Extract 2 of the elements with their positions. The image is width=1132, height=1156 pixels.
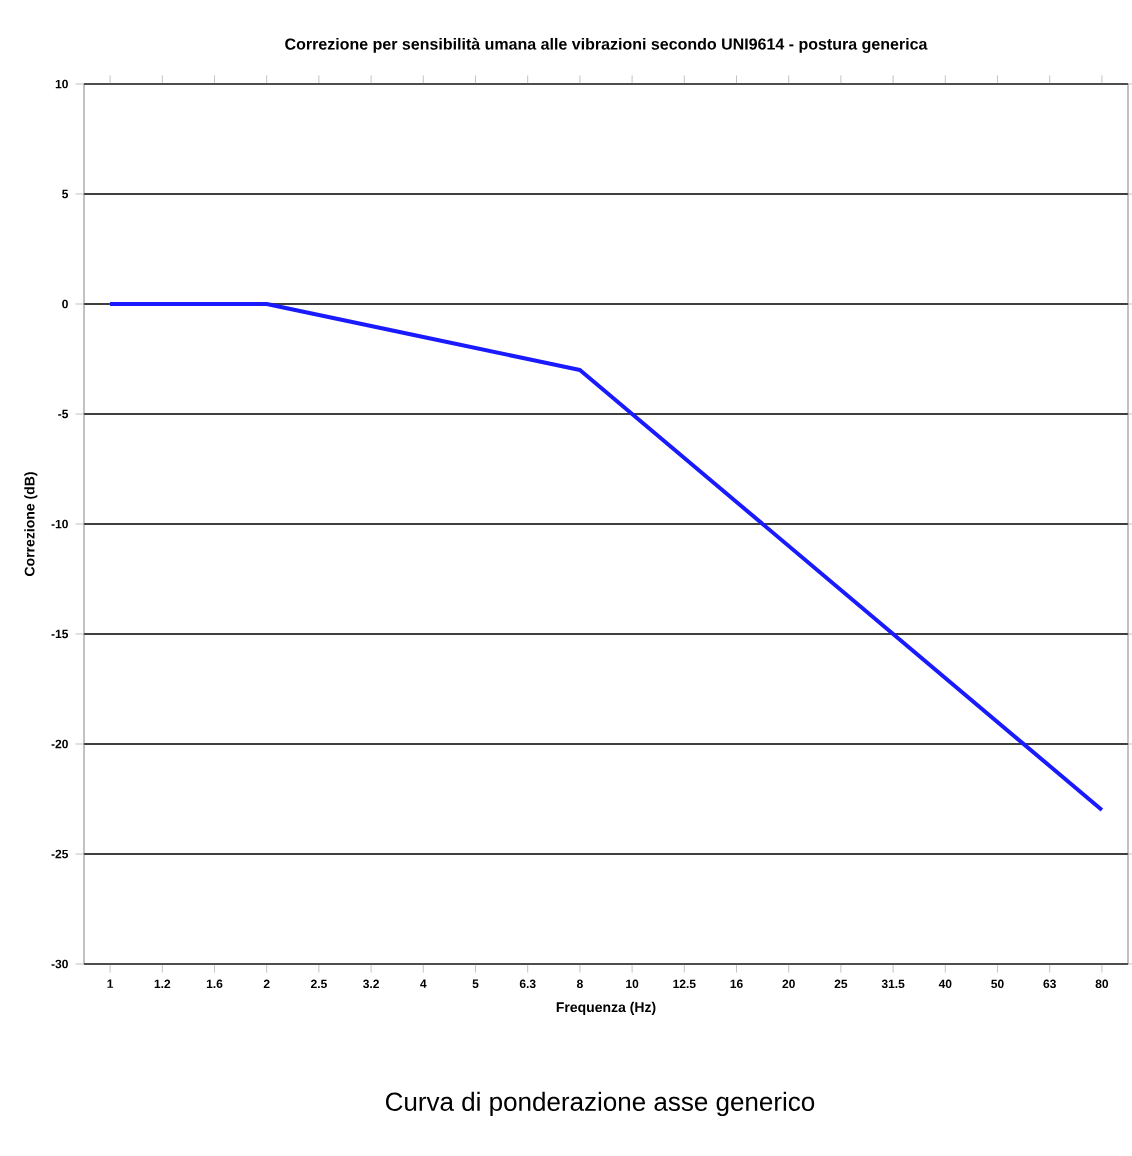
chart-title: Correzione per sensibilità umana alle vibrazioni secondo UNI9614 - postura generica [285,37,928,53]
text: Curva di ponderazione asse generico [385,1091,815,1117]
